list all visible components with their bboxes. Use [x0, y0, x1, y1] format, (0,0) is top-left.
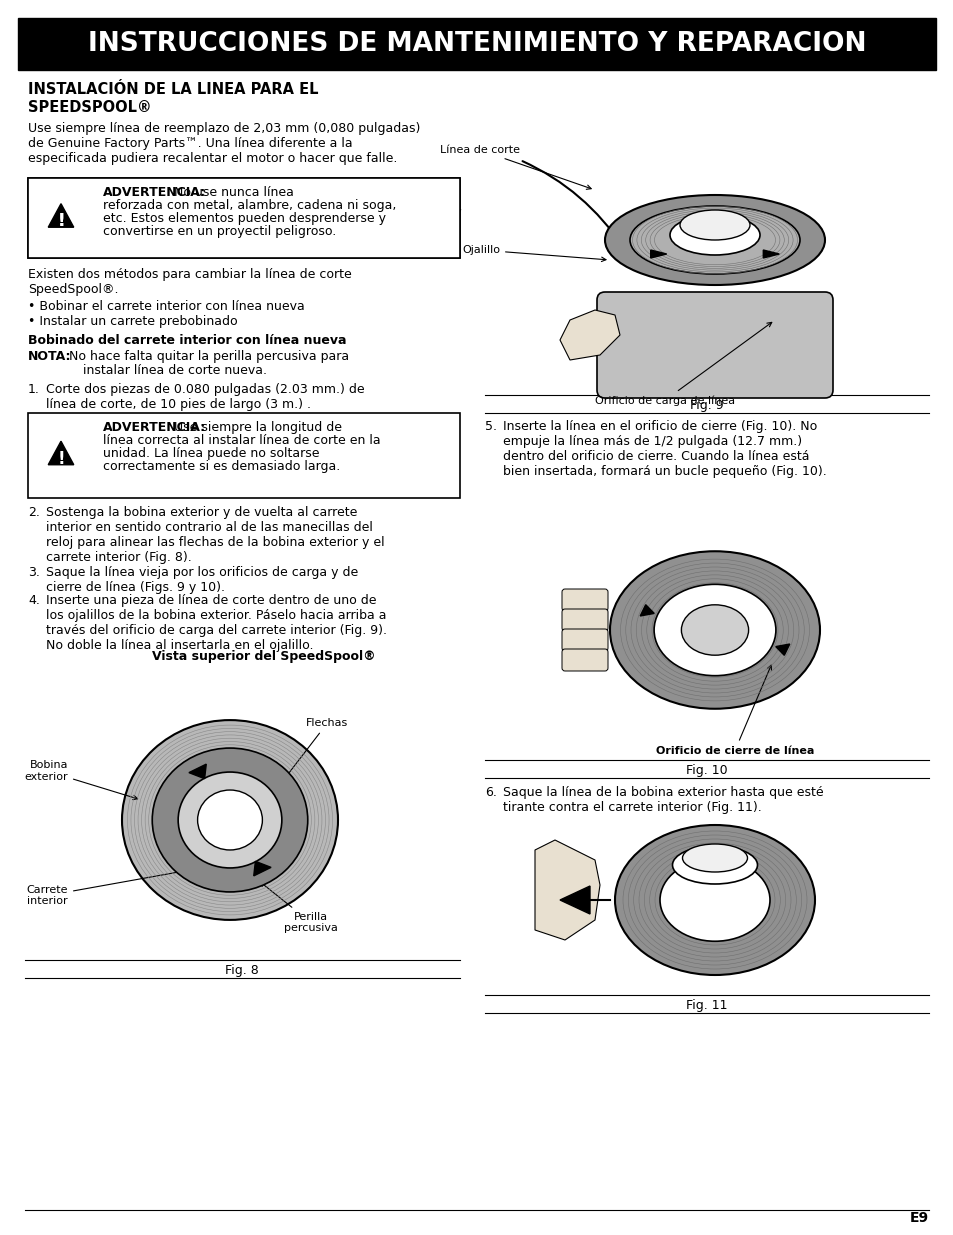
Text: convertirse en un proyectil peligroso.: convertirse en un proyectil peligroso. [103, 225, 335, 238]
Ellipse shape [197, 790, 262, 850]
Text: Inserte la línea en el orificio de cierre (Fig. 10). No
empuje la línea más de 1: Inserte la línea en el orificio de cierr… [502, 420, 826, 478]
Text: Fig. 8: Fig. 8 [225, 965, 258, 977]
Text: Orificio de carga de línea: Orificio de carga de línea [595, 322, 771, 405]
Text: !: ! [57, 212, 65, 230]
Ellipse shape [680, 605, 748, 656]
Polygon shape [253, 861, 271, 876]
Ellipse shape [152, 748, 308, 892]
FancyBboxPatch shape [561, 609, 607, 631]
Polygon shape [535, 840, 599, 940]
Text: Carrete
interior: Carrete interior [27, 868, 193, 906]
Text: ADVERTENCIA:: ADVERTENCIA: [103, 186, 206, 199]
FancyBboxPatch shape [28, 412, 459, 498]
Text: Orificio de cierre de línea: Orificio de cierre de línea [655, 666, 813, 756]
Text: INSTRUCCIONES DE MANTENIMIENTO Y REPARACION: INSTRUCCIONES DE MANTENIMIENTO Y REPARAC… [88, 31, 865, 57]
Text: Fig. 11: Fig. 11 [685, 999, 727, 1011]
Polygon shape [762, 249, 779, 258]
Text: NOTA:: NOTA: [28, 350, 71, 363]
FancyBboxPatch shape [561, 589, 607, 611]
Text: • Instalar un carrete prebobinado: • Instalar un carrete prebobinado [28, 315, 237, 329]
Polygon shape [559, 885, 589, 914]
Text: 2.: 2. [28, 506, 40, 519]
Ellipse shape [679, 210, 749, 240]
Text: • Bobinar el carrete interior con línea nueva: • Bobinar el carrete interior con línea … [28, 300, 304, 312]
Polygon shape [189, 764, 206, 779]
Text: línea correcta al instalar línea de corte en la: línea correcta al instalar línea de cort… [103, 433, 380, 447]
Text: Corte dos piezas de 0.080 pulgadas (2.03 mm.) de
línea de corte, de 10 pies de l: Corte dos piezas de 0.080 pulgadas (2.03… [46, 383, 364, 411]
Polygon shape [650, 249, 666, 258]
Text: 3.: 3. [28, 566, 40, 579]
Text: INSTALACIÓN DE LA LINEA PARA EL: INSTALACIÓN DE LA LINEA PARA EL [28, 82, 318, 98]
FancyBboxPatch shape [561, 629, 607, 651]
FancyBboxPatch shape [28, 178, 459, 258]
FancyBboxPatch shape [561, 650, 607, 671]
Text: !: ! [57, 450, 65, 468]
Text: Línea de corte: Línea de corte [439, 144, 591, 189]
Polygon shape [559, 310, 619, 359]
Text: SPEEDSPOOL®: SPEEDSPOOL® [28, 100, 152, 115]
FancyBboxPatch shape [28, 178, 459, 258]
Text: Fig. 10: Fig. 10 [685, 764, 727, 777]
Ellipse shape [122, 720, 337, 920]
Ellipse shape [654, 584, 775, 676]
Text: ADVERTENCIA:: ADVERTENCIA: [103, 421, 206, 433]
Ellipse shape [669, 215, 760, 254]
Text: etc. Estos elementos pueden desprenderse y: etc. Estos elementos pueden desprenderse… [103, 212, 386, 225]
Text: unidad. La línea puede no soltarse: unidad. La línea puede no soltarse [103, 447, 319, 459]
FancyBboxPatch shape [597, 291, 832, 398]
Text: No use nunca línea: No use nunca línea [170, 186, 294, 199]
Text: ADVERTENCIA:: ADVERTENCIA: [103, 186, 206, 199]
Text: Existen dos métodos para cambiar la línea de corte
SpeedSpool®.: Existen dos métodos para cambiar la líne… [28, 268, 352, 296]
Text: Fig. 9: Fig. 9 [689, 399, 723, 412]
Text: Flechas: Flechas [284, 719, 348, 779]
Text: No use nunca línea
reforzada con metal, alambre, cadena ni soga,
etc. Estos elem: No use nunca línea reforzada con metal, … [169, 186, 462, 245]
Text: 4.: 4. [28, 594, 40, 606]
Ellipse shape [615, 825, 814, 974]
Text: Vista superior del SpeedSpool®: Vista superior del SpeedSpool® [152, 650, 375, 663]
Text: Use siempre la longitud de: Use siempre la longitud de [170, 421, 342, 433]
Text: instalar línea de corte nueva.: instalar línea de corte nueva. [83, 364, 267, 377]
Ellipse shape [672, 846, 757, 884]
Polygon shape [49, 204, 73, 227]
Polygon shape [49, 441, 73, 464]
Text: Bobina
exterior: Bobina exterior [25, 760, 137, 799]
Text: !: ! [57, 212, 65, 230]
Text: Inserte una pieza de línea de corte dentro de uno de
los ojalillos de la bobina : Inserte una pieza de línea de corte dent… [46, 594, 387, 652]
FancyBboxPatch shape [18, 19, 935, 70]
Ellipse shape [659, 858, 769, 941]
Text: No hace falta quitar la perilla percusiva para: No hace falta quitar la perilla percusiv… [65, 350, 349, 363]
Ellipse shape [681, 844, 747, 872]
Text: 5.: 5. [484, 420, 497, 433]
Text: correctamente si es demasiado larga.: correctamente si es demasiado larga. [103, 459, 340, 473]
Ellipse shape [609, 551, 820, 709]
Text: Sostenga la bobina exterior y de vuelta al carrete
interior en sentido contrario: Sostenga la bobina exterior y de vuelta … [46, 506, 384, 564]
Text: 1.: 1. [28, 383, 40, 396]
Text: E9: E9 [909, 1212, 928, 1225]
Text: reforzada con metal, alambre, cadena ni soga,: reforzada con metal, alambre, cadena ni … [103, 199, 395, 212]
Text: Saque la línea de la bobina exterior hasta que esté
tirante contra el carrete in: Saque la línea de la bobina exterior has… [502, 785, 822, 814]
Text: Ojalillo: Ojalillo [461, 245, 605, 262]
Ellipse shape [629, 206, 800, 274]
Text: Use siempre línea de reemplazo de 2,03 mm (0,080 pulgadas)
de Genuine Factory Pa: Use siempre línea de reemplazo de 2,03 m… [28, 122, 420, 165]
Polygon shape [639, 605, 654, 616]
Polygon shape [775, 643, 789, 656]
Text: Perilla
percusiva: Perilla percusiva [260, 882, 337, 934]
Text: 6.: 6. [484, 785, 497, 799]
Text: Saque la línea vieja por los orificios de carga y de
cierre de línea (Figs. 9 y : Saque la línea vieja por los orificios d… [46, 566, 358, 594]
Ellipse shape [178, 772, 281, 868]
Ellipse shape [604, 195, 824, 285]
Text: Bobinado del carrete interior con línea nueva: Bobinado del carrete interior con línea … [28, 333, 346, 347]
